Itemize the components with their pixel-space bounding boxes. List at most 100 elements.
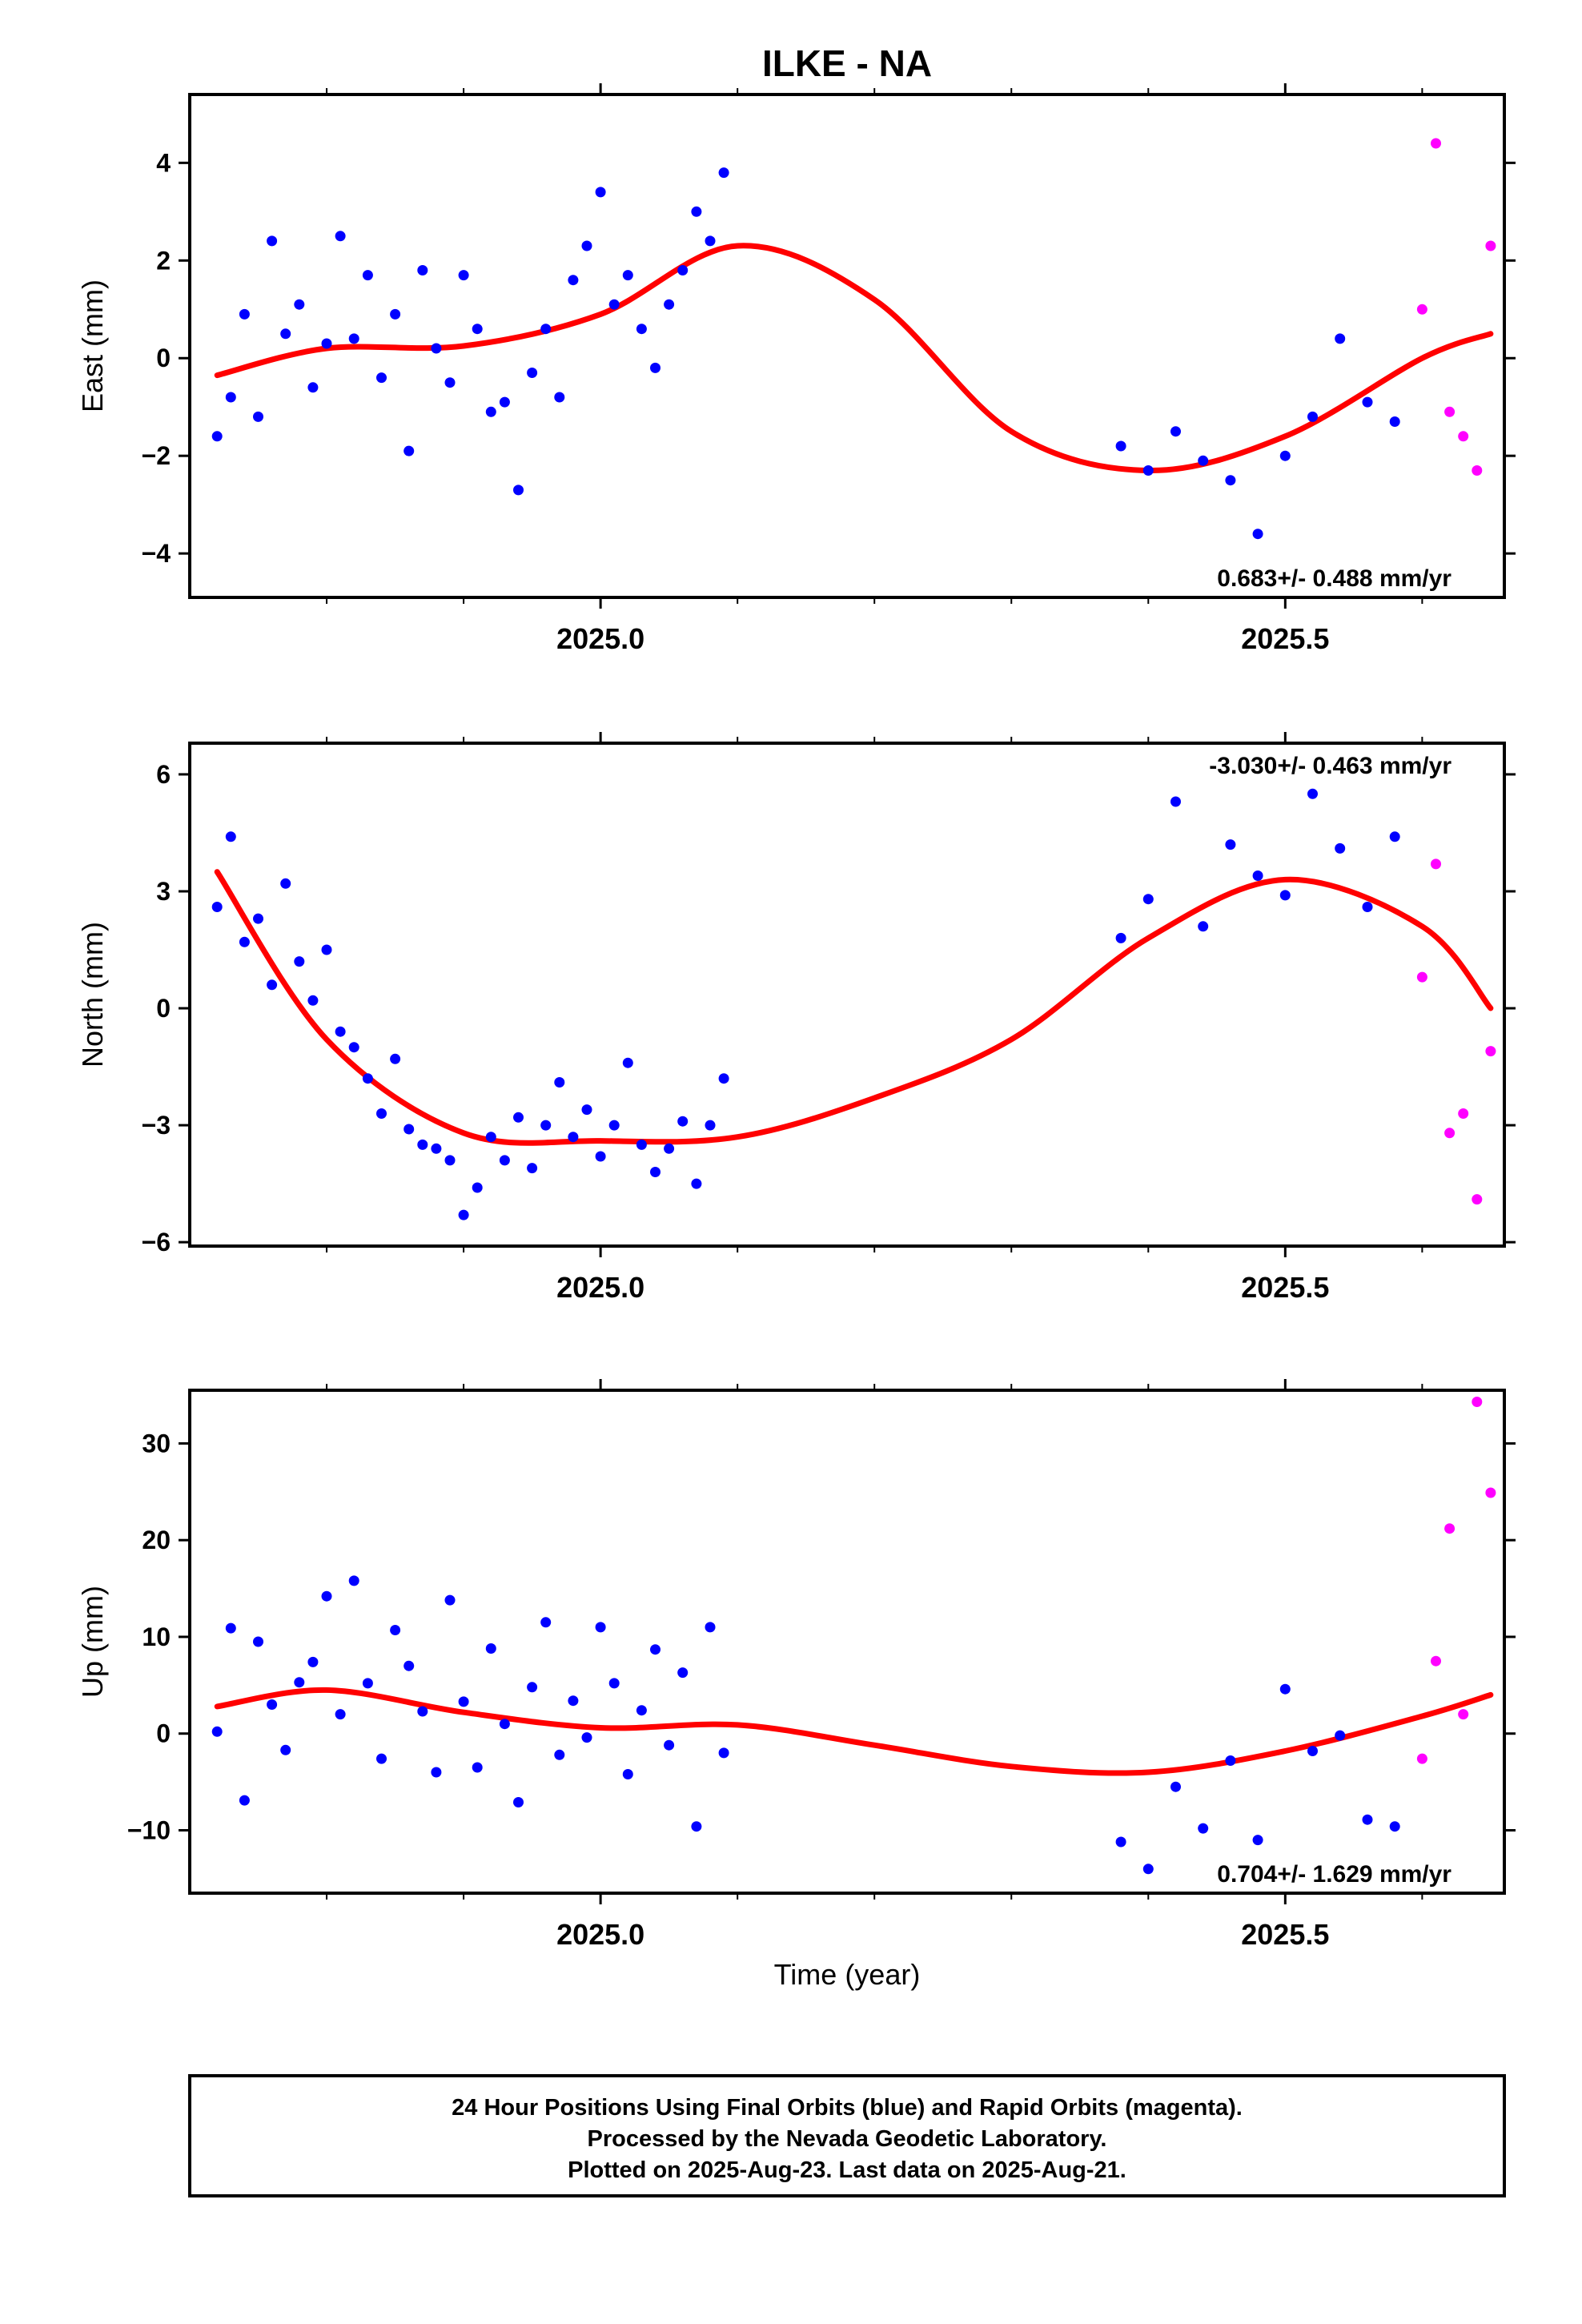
up-final-orbit-point [595, 1622, 606, 1633]
up-xtick-label: 2025.5 [1241, 1918, 1329, 1951]
east-final-orbit-point [540, 324, 552, 335]
east-ytick-label: 2 [156, 246, 171, 275]
up-final-orbit-point [1198, 1823, 1209, 1834]
east-final-orbit-point [554, 392, 565, 403]
up-final-orbit-point [417, 1706, 428, 1717]
footer-box: 24 Hour Positions Using Final Orbits (bl… [188, 2074, 1506, 2197]
east-final-orbit-point [307, 382, 319, 393]
up-final-orbit-point [664, 1739, 675, 1751]
north-final-orbit-point [362, 1073, 373, 1084]
east-final-orbit-point [376, 372, 387, 384]
up-final-orbit-point [1225, 1755, 1236, 1766]
east-final-orbit-point [472, 324, 483, 335]
east-final-orbit-point [417, 265, 428, 275]
up-final-orbit-point [1389, 1821, 1400, 1832]
north-final-orbit-point [1198, 921, 1209, 932]
east-final-orbit-point [348, 333, 359, 344]
up-final-orbit-point [458, 1696, 469, 1707]
east-rapid-orbit-point [1431, 138, 1441, 149]
north-final-orbit-point [718, 1073, 729, 1084]
east-rapid-orbit-point [1458, 431, 1469, 442]
north-rate-label: -3.030+/- 0.463 mm/yr [1209, 753, 1452, 779]
north-ytick-label: 0 [156, 994, 171, 1023]
north-final-orbit-point [1115, 932, 1126, 943]
north-rapid-orbit-point [1444, 1128, 1456, 1139]
north-final-orbit-point [280, 878, 291, 889]
up-final-orbit-point [527, 1682, 538, 1693]
up-final-orbit-point [485, 1643, 496, 1654]
up-final-orbit-point [253, 1636, 263, 1647]
footer-line-2: Processed by the Nevada Geodetic Laborat… [588, 2126, 1107, 2152]
east-final-orbit-point [568, 275, 579, 286]
north-final-orbit-point [636, 1139, 647, 1150]
east-final-orbit-point [267, 235, 278, 247]
up-final-orbit-point [608, 1678, 620, 1689]
up-final-orbit-point [431, 1767, 442, 1778]
north-final-orbit-point [527, 1163, 538, 1174]
east-final-orbit-point [705, 235, 716, 247]
up-ytick-label: 30 [142, 1429, 171, 1458]
east-final-orbit-point [595, 187, 606, 198]
north-ytick-label: −3 [142, 1111, 171, 1140]
north-final-orbit-point [485, 1132, 496, 1143]
east-final-orbit-point [1307, 411, 1318, 422]
north-ytick-label: 3 [156, 877, 171, 906]
north-ytick-label: 6 [156, 760, 171, 789]
east-final-orbit-point [390, 308, 401, 320]
east-final-orbit-point [1170, 426, 1181, 437]
north-final-orbit-point [1362, 902, 1373, 912]
up-rate-label: 0.704+/- 1.629 mm/yr [1217, 1861, 1452, 1888]
up-fit-curve [214, 1687, 1494, 1776]
up-final-orbit-point [404, 1660, 415, 1671]
east-final-orbit-point [1198, 455, 1209, 466]
north-final-orbit-point [513, 1112, 524, 1123]
up-axis-label: Up (mm) [76, 1586, 109, 1698]
east-final-orbit-point [1252, 529, 1263, 540]
north-final-orbit-point [554, 1077, 565, 1088]
east-final-orbit-point [211, 431, 223, 442]
east-final-orbit-point [1142, 465, 1154, 476]
north-final-orbit-point [294, 956, 305, 967]
north-final-orbit-point [1225, 839, 1236, 850]
up-final-orbit-point [225, 1622, 236, 1634]
north-final-orbit-point [267, 979, 278, 991]
east-rate-label: 0.683+/- 0.488 mm/yr [1217, 565, 1452, 592]
east-final-orbit-point [458, 270, 469, 281]
up-final-orbit-point [307, 1656, 319, 1667]
north-final-orbit-point [1170, 796, 1181, 807]
east-final-orbit-point [664, 299, 675, 310]
footer-line-3: Plotted on 2025-Aug-23. Last data on 202… [568, 2157, 1126, 2183]
east-final-orbit-point [404, 445, 415, 456]
north-final-orbit-point [608, 1120, 620, 1131]
east-final-orbit-point [1335, 333, 1346, 344]
up-rapid-orbit-point [1485, 1487, 1496, 1498]
up-final-orbit-point [280, 1744, 291, 1755]
up-final-orbit-point [335, 1709, 346, 1720]
up-final-orbit-point [677, 1667, 689, 1679]
up-final-orbit-point [294, 1677, 305, 1688]
east-panel: −4 −2 0 2 4 2025.0 2025.5 East (mm) 0.683+/- 0… [76, 83, 1516, 655]
north-final-orbit-point [499, 1155, 510, 1166]
north-rapid-orbit-point [1458, 1108, 1469, 1119]
up-ytick-label: −10 [127, 1816, 171, 1845]
east-rapid-orbit-point [1472, 465, 1483, 476]
east-final-orbit-point [581, 240, 592, 251]
east-final-orbit-point [253, 411, 263, 422]
east-rapid-orbit-point [1416, 304, 1427, 315]
north-final-orbit-point [664, 1143, 675, 1154]
up-final-orbit-point [362, 1678, 373, 1689]
east-final-orbit-point [513, 485, 524, 496]
north-final-orbit-point [335, 1026, 346, 1037]
up-final-orbit-point [650, 1644, 661, 1655]
up-final-orbit-point [211, 1726, 223, 1737]
up-final-orbit-point [348, 1575, 359, 1586]
east-final-orbit-point [280, 328, 291, 340]
up-final-orbit-point [636, 1705, 647, 1716]
up-final-orbit-point [1362, 1814, 1373, 1825]
north-rapid-orbit-point [1416, 971, 1427, 983]
up-plot-frame [188, 1389, 1506, 1895]
east-ytick-label: −2 [142, 441, 171, 470]
east-final-orbit-point [622, 270, 633, 281]
north-final-orbit-point [321, 944, 332, 955]
